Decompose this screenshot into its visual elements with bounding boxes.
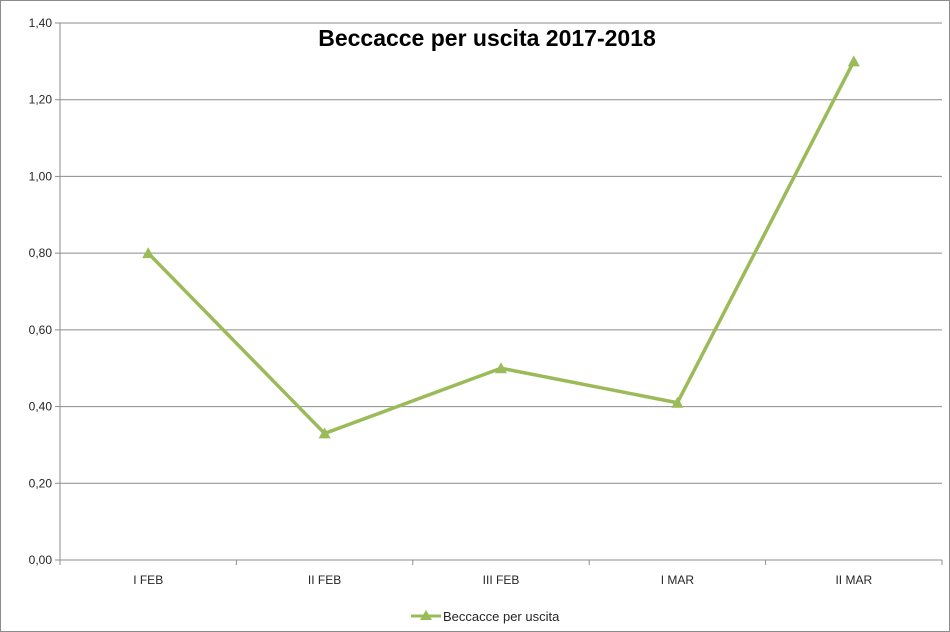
y-axis-ticks: 0,00 0,20 0,40 0,60 0,80 1,00 1,20 1,40 xyxy=(29,16,60,567)
chart-title: Beccacce per uscita 2017-2018 xyxy=(318,25,656,51)
y-tick-label: 1,20 xyxy=(29,93,53,107)
y-tick-label: 0,80 xyxy=(29,246,53,260)
x-tick-label: III FEB xyxy=(483,573,520,587)
data-point-marker xyxy=(671,396,684,408)
data-point-marker xyxy=(318,427,331,439)
gridlines xyxy=(60,22,942,484)
y-tick-label: 0,20 xyxy=(29,476,53,490)
axes xyxy=(59,23,942,561)
data-point-marker xyxy=(495,362,507,374)
legend: Beccacce per uscita xyxy=(411,609,560,624)
y-tick-label: 1,00 xyxy=(29,169,53,183)
legend-label: Beccacce per uscita xyxy=(443,609,560,624)
series-line xyxy=(146,60,856,436)
data-point-marker xyxy=(847,55,860,67)
x-tick-label: I FEB xyxy=(133,573,163,587)
x-tick-label: I MAR xyxy=(661,573,695,587)
x-axis-ticks: I FEB II FEB III FEB I MAR II MAR xyxy=(59,560,943,587)
legend-triangle-icon xyxy=(420,610,432,620)
x-tick-label: II MAR xyxy=(835,573,872,587)
y-tick-label: 1,40 xyxy=(29,16,53,30)
x-tick-label: II FEB xyxy=(308,573,341,587)
series-layer xyxy=(142,55,860,439)
y-tick-label: 0,60 xyxy=(29,323,53,337)
data-point-marker xyxy=(142,247,155,259)
y-tick-label: 0,00 xyxy=(29,553,53,567)
y-tick-label: 0,40 xyxy=(29,400,53,414)
